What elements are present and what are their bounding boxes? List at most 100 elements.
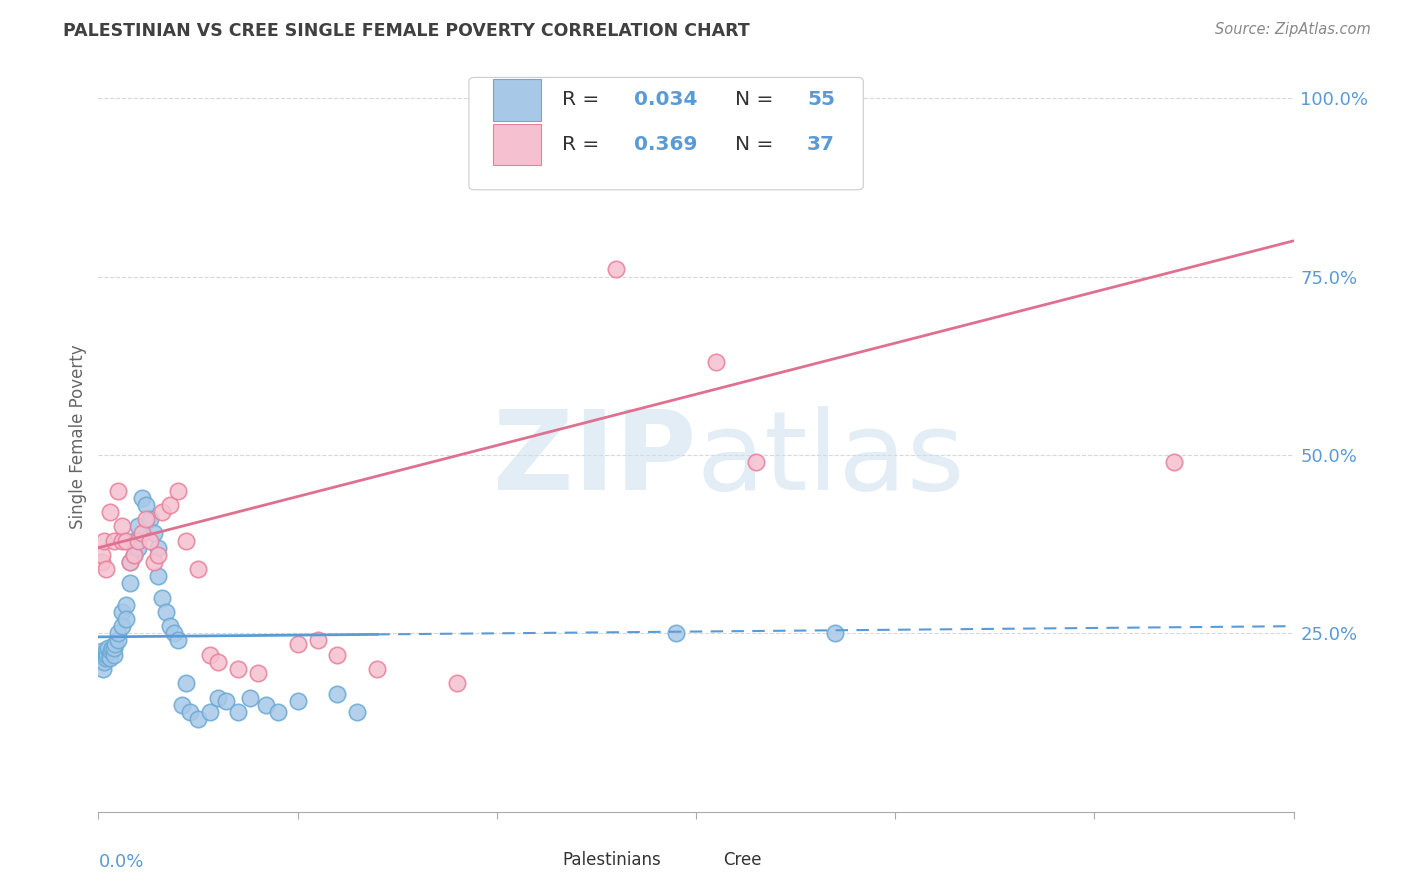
- Point: [150, 505, 173, 519]
- Point: [246, 665, 269, 680]
- Text: PALESTINIAN VS CREE SINGLE FEMALE POVERTY CORRELATION CHART: PALESTINIAN VS CREE SINGLE FEMALE POVERT…: [63, 22, 749, 40]
- Point: [148, 569, 170, 583]
- Text: 0.0%: 0.0%: [98, 853, 143, 871]
- Text: 0.034: 0.034: [634, 90, 697, 110]
- FancyBboxPatch shape: [678, 847, 711, 873]
- Point: [115, 612, 138, 626]
- Point: [326, 687, 349, 701]
- Point: [226, 662, 249, 676]
- Text: atlas: atlas: [696, 406, 965, 513]
- Point: [704, 355, 727, 369]
- Text: ZIP: ZIP: [492, 406, 696, 513]
- Point: [103, 648, 125, 662]
- Point: [174, 676, 197, 690]
- Point: [91, 662, 114, 676]
- Point: [605, 262, 627, 277]
- Point: [96, 648, 118, 662]
- Point: [131, 491, 153, 505]
- Point: [167, 633, 190, 648]
- Point: [207, 655, 229, 669]
- Y-axis label: Single Female Poverty: Single Female Poverty: [69, 345, 87, 529]
- Point: [179, 705, 201, 719]
- Point: [96, 562, 118, 576]
- Point: [239, 690, 262, 705]
- Point: [167, 483, 190, 498]
- Point: [135, 498, 157, 512]
- Point: [100, 644, 122, 658]
- Point: [148, 548, 170, 562]
- Point: [94, 648, 117, 662]
- Point: [111, 533, 134, 548]
- Point: [172, 698, 194, 712]
- Point: [120, 576, 142, 591]
- FancyBboxPatch shape: [494, 124, 541, 165]
- Point: [97, 640, 120, 655]
- Point: [307, 633, 329, 648]
- Point: [91, 644, 114, 658]
- Point: [187, 712, 209, 726]
- Text: N =: N =: [735, 136, 780, 154]
- Point: [124, 533, 146, 548]
- Point: [163, 626, 186, 640]
- Point: [93, 655, 115, 669]
- Point: [446, 676, 468, 690]
- Point: [1163, 455, 1185, 469]
- FancyBboxPatch shape: [494, 79, 541, 120]
- Point: [159, 498, 181, 512]
- Point: [124, 548, 146, 562]
- Point: [124, 548, 146, 562]
- Point: [90, 555, 112, 569]
- Point: [287, 694, 309, 708]
- Point: [139, 533, 162, 548]
- Point: [98, 651, 122, 665]
- FancyBboxPatch shape: [470, 78, 863, 190]
- Point: [745, 455, 768, 469]
- Point: [143, 555, 166, 569]
- Point: [665, 626, 688, 640]
- Point: [155, 605, 177, 619]
- Point: [226, 705, 249, 719]
- Point: [267, 705, 290, 719]
- Text: N =: N =: [735, 90, 780, 110]
- Point: [150, 591, 173, 605]
- Point: [148, 541, 170, 555]
- Text: Source: ZipAtlas.com: Source: ZipAtlas.com: [1215, 22, 1371, 37]
- Point: [287, 637, 309, 651]
- Point: [115, 598, 138, 612]
- Point: [107, 633, 129, 648]
- Point: [366, 662, 388, 676]
- Point: [187, 562, 209, 576]
- Point: [127, 541, 149, 555]
- Point: [90, 651, 112, 665]
- Point: [103, 533, 125, 548]
- Point: [111, 519, 134, 533]
- FancyBboxPatch shape: [517, 847, 550, 873]
- Point: [207, 690, 229, 705]
- Point: [104, 637, 127, 651]
- Point: [115, 533, 138, 548]
- Point: [135, 512, 157, 526]
- Point: [107, 483, 129, 498]
- Point: [159, 619, 181, 633]
- Point: [101, 640, 124, 655]
- Point: [93, 533, 115, 548]
- Point: [485, 91, 508, 105]
- Text: 0.369: 0.369: [634, 136, 697, 154]
- Text: R =: R =: [562, 90, 606, 110]
- Point: [215, 694, 238, 708]
- Text: Palestinians: Palestinians: [562, 852, 661, 870]
- Point: [139, 512, 162, 526]
- Point: [98, 648, 122, 662]
- Point: [111, 605, 134, 619]
- Point: [143, 526, 166, 541]
- Text: R =: R =: [562, 136, 606, 154]
- Text: 55: 55: [807, 90, 835, 110]
- Point: [120, 555, 142, 569]
- Point: [131, 526, 153, 541]
- Point: [254, 698, 277, 712]
- Point: [98, 505, 122, 519]
- Text: 37: 37: [807, 136, 835, 154]
- Point: [198, 705, 221, 719]
- Point: [824, 626, 846, 640]
- Point: [198, 648, 221, 662]
